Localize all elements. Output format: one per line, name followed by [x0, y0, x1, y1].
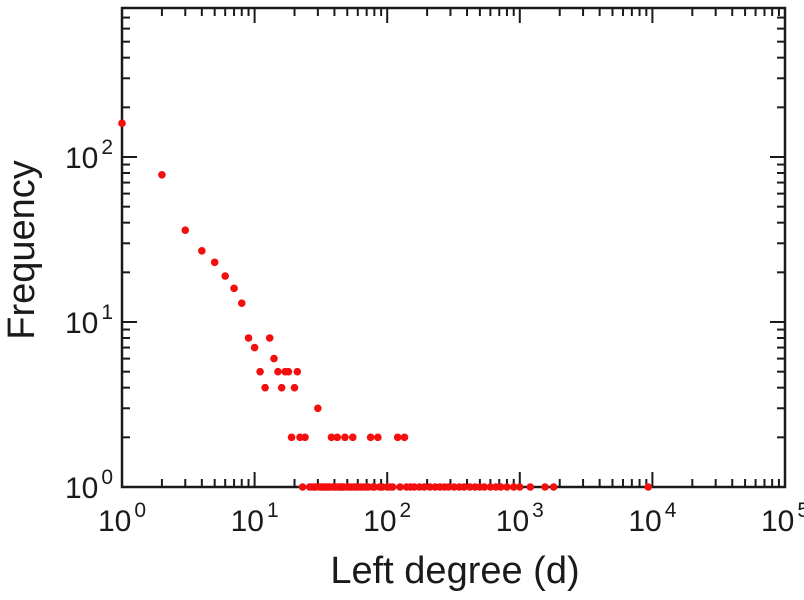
scatter-point — [290, 383, 299, 392]
scatter-point — [348, 433, 357, 442]
scatter-point — [509, 483, 518, 491]
scatter-point — [181, 226, 190, 235]
scatter-point — [287, 433, 296, 442]
scatter-point — [374, 433, 382, 442]
scatter-point — [230, 284, 238, 293]
scatter-point — [270, 354, 278, 363]
scatter-point — [460, 483, 468, 491]
scatter-point — [301, 433, 309, 442]
scatter-point — [314, 404, 322, 413]
scatter-point — [198, 247, 206, 255]
scatter-point — [420, 483, 428, 491]
scatter-point — [644, 483, 653, 491]
scatter-point — [250, 343, 259, 352]
scatter-points — [118, 119, 653, 491]
scatter-point — [549, 483, 558, 491]
scatter-point — [400, 433, 409, 442]
scatter-point — [274, 367, 282, 376]
scatter-point — [370, 483, 379, 491]
scatter-point — [265, 334, 274, 342]
plot-frame — [120, 6, 787, 489]
scatter-point — [327, 433, 336, 442]
scatter-point — [541, 483, 549, 491]
scatter-point — [221, 272, 229, 280]
scatter-point — [497, 483, 505, 491]
scatter-point — [277, 383, 286, 392]
scatter-point — [466, 483, 474, 491]
scatter-point — [118, 119, 126, 128]
y-axis-title: Frequency — [1, 160, 43, 340]
scatter-point — [388, 483, 397, 491]
scatter-point — [261, 383, 269, 392]
scatter-point — [366, 433, 375, 442]
scatter-point — [298, 483, 307, 491]
x-tick-label: 10 5 — [761, 499, 804, 538]
scatter-point — [393, 433, 402, 442]
x-tick-label: 10 3 — [496, 499, 544, 538]
scatter-point — [516, 483, 524, 491]
x-tick-label: 10 1 — [231, 499, 279, 538]
scatter-point — [486, 483, 495, 491]
scatter-point — [480, 483, 489, 491]
y-tick-label: 10 0 — [65, 466, 113, 505]
scatter-point — [503, 483, 511, 491]
scatter-point — [444, 483, 453, 491]
scatter-point — [256, 367, 264, 376]
scatter-point — [526, 483, 535, 491]
scatter-point — [237, 299, 246, 308]
scatter-point — [293, 367, 302, 376]
scatter-point — [426, 483, 434, 491]
scatter-point — [158, 171, 166, 179]
x-axis-title: Left degree (d) — [330, 550, 579, 592]
tick-marks — [121, 7, 786, 488]
x-tick-label: 10 4 — [628, 499, 676, 538]
tick-labels: 10 0 10 1 10 2 10 3 10 4 10 5 10 0 10 1 10 2 — [65, 136, 804, 538]
scatter-point — [341, 433, 349, 442]
scatter-point — [244, 334, 253, 342]
x-tick-label: 10 0 — [98, 499, 146, 538]
scatter-point — [396, 483, 404, 491]
x-tick-label: 10 2 — [363, 499, 411, 538]
scatter-point — [333, 433, 342, 442]
scatter-point — [284, 367, 293, 376]
y-tick-label: 10 1 — [65, 301, 113, 340]
y-tick-label: 10 2 — [65, 136, 113, 175]
scatter-point — [210, 258, 219, 267]
